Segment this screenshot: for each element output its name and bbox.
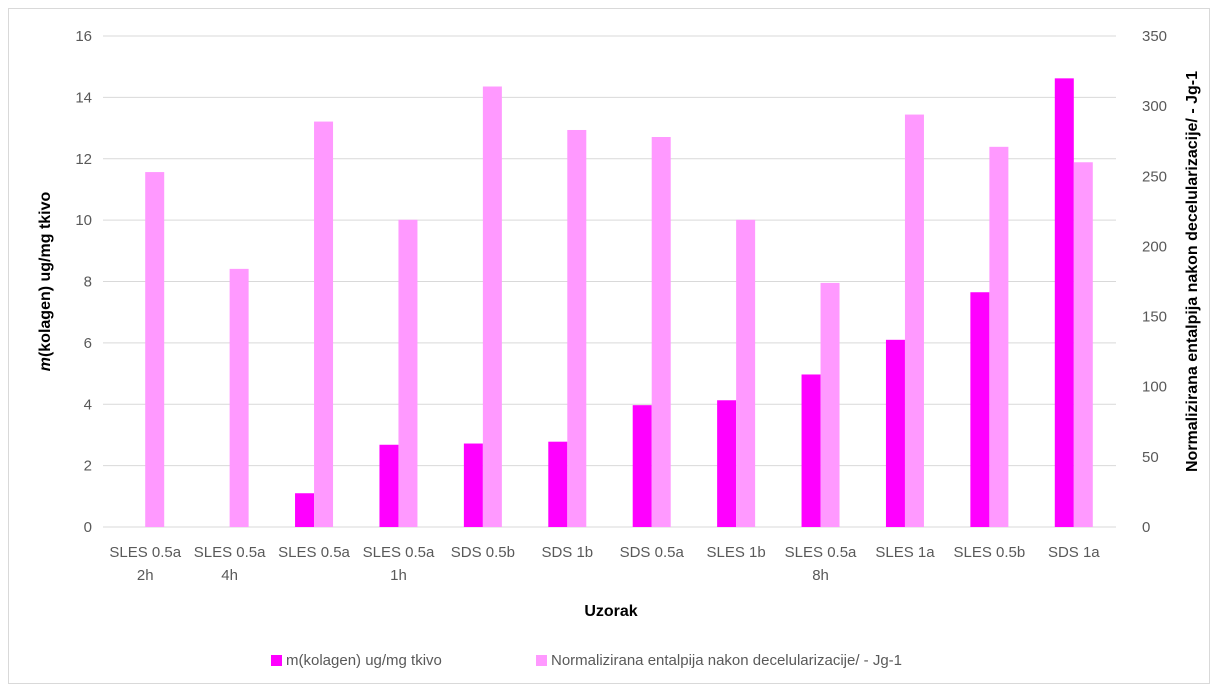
bar-entalpija <box>904 114 924 527</box>
y-left-tick-label: 0 <box>84 519 92 536</box>
y-left-tick-label: 6 <box>84 335 92 352</box>
y-left-tick-label: 16 <box>75 28 92 45</box>
bar-entalpija <box>145 172 165 527</box>
y-right-axis-title: Normalizirana entalpija nakon decelulari… <box>1184 71 1201 472</box>
bar-kolagen <box>379 444 399 527</box>
y-left-tick-label: 8 <box>84 274 92 291</box>
bar-entalpija <box>736 219 756 527</box>
y-left-tick-label: 2 <box>84 458 92 475</box>
x-tick-label-line2: 4h <box>221 567 238 584</box>
bar-entalpija <box>1073 162 1093 527</box>
x-tick-label: SLES 0.5a <box>363 544 435 561</box>
x-tick-label: SLES 0.5a <box>194 544 266 561</box>
x-tick-label: SDS 1a <box>1048 544 1100 561</box>
bar-entalpija <box>398 219 418 527</box>
y-left-axis-title-rest: (kolagen) ug/mg tkivo <box>37 191 54 357</box>
x-tick-label: SDS 0.5b <box>451 544 515 561</box>
x-tick-label: SDS 0.5a <box>620 544 685 561</box>
bar-kolagen <box>632 405 652 527</box>
y-left-tick-label: 12 <box>75 151 92 168</box>
y-right-tick-label: 300 <box>1142 98 1167 115</box>
y-left-tick-label: 10 <box>75 212 92 229</box>
x-tick-label-line2: 8h <box>812 567 829 584</box>
bar-entalpija <box>482 86 502 527</box>
y-right-tick-label: 250 <box>1142 168 1167 185</box>
bar-entalpija <box>567 129 587 527</box>
chart-frame <box>8 8 1210 684</box>
bar-kolagen <box>463 443 483 527</box>
x-tick-label-line2: 1h <box>390 567 407 584</box>
y-right-tick-label: 100 <box>1142 379 1167 396</box>
legend-swatch-entalpija <box>536 655 547 666</box>
y-left-tick-label: 4 <box>84 396 92 413</box>
bar-kolagen <box>295 493 315 527</box>
x-tick-label: SLES 1a <box>875 544 935 561</box>
bar-kolagen <box>801 374 821 527</box>
bar-entalpija <box>314 121 334 528</box>
y-right-tick-label: 350 <box>1142 28 1167 45</box>
bar-entalpija <box>820 282 840 527</box>
y-right-tick-label: 150 <box>1142 309 1167 326</box>
y-right-tick-label: 50 <box>1142 449 1159 466</box>
x-tick-label: SLES 0.5b <box>954 544 1026 561</box>
x-tick-label: SLES 0.5a <box>278 544 350 561</box>
y-left-axis-title: m(kolagen) ug/mg tkivo <box>37 191 54 371</box>
legend-swatch-kolagen <box>271 655 282 666</box>
x-tick-label: SDS 1b <box>541 544 593 561</box>
y-right-tick-label: 200 <box>1142 238 1167 255</box>
x-tick-label: SLES 0.5a <box>109 544 181 561</box>
bar-kolagen <box>548 441 568 527</box>
bar-entalpija <box>989 146 1009 527</box>
y-left-axis-title-italic: m <box>37 357 54 371</box>
y-left-tick-label: 14 <box>75 89 92 106</box>
legend-label-kolagen: m(kolagen) ug/mg tkivo <box>286 652 442 669</box>
bar-kolagen <box>970 292 990 527</box>
y-right-tick-label: 0 <box>1142 519 1150 536</box>
bar-kolagen <box>1054 78 1074 527</box>
bar-entalpija <box>229 268 249 527</box>
bar-entalpija <box>651 137 671 527</box>
legend-label-entalpija: Normalizirana entalpija nakon decelulari… <box>551 652 902 669</box>
x-tick-label: SLES 0.5a <box>785 544 857 561</box>
x-axis-title: Uzorak <box>584 603 637 620</box>
bar-kolagen <box>885 339 905 527</box>
bar-kolagen <box>717 400 737 527</box>
x-tick-label-line2: 2h <box>137 567 154 584</box>
x-tick-label: SLES 1b <box>707 544 766 561</box>
